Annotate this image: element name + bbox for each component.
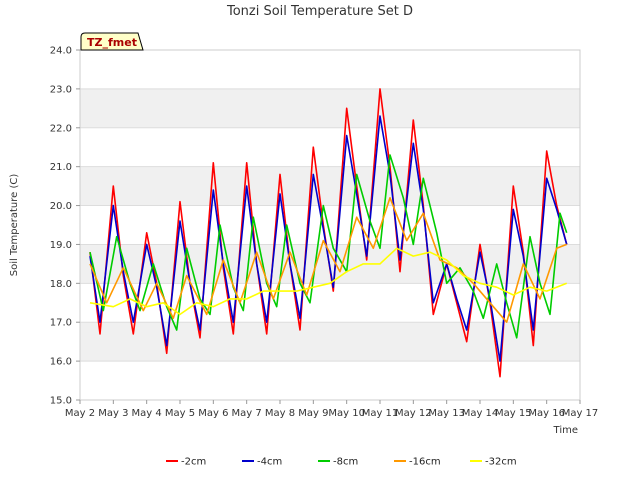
x-tick-label: May 8 <box>265 408 295 419</box>
x-tick-label: May 5 <box>165 408 195 419</box>
tz-fmet-badge: TZ_fmet <box>80 32 144 51</box>
x-tick-label: May 2 <box>65 408 95 419</box>
grid-band <box>80 88 580 128</box>
y-tick-label: 23.0 <box>50 84 72 95</box>
y-tick-label: 15.0 <box>50 396 72 407</box>
legend: -2cm -4cm -8cm -16cm -32cm <box>166 457 517 468</box>
x-tick-label: May 4 <box>132 408 162 419</box>
series-lines <box>89 88 568 378</box>
series-line--8cm <box>89 154 568 339</box>
x-tick-label: May 15 <box>495 408 532 419</box>
plot-bands <box>80 49 580 401</box>
y-tick-label: 17.0 <box>50 318 72 329</box>
legend-label: -4cm <box>257 457 282 468</box>
legend-label: -8cm <box>333 457 358 468</box>
x-tick-label: May 3 <box>98 408 128 419</box>
x-tick-label: May 6 <box>198 408 228 419</box>
legend-label: -32cm <box>485 457 517 468</box>
badge-label: TZ_fmet <box>87 36 137 49</box>
y-tick-label: 19.0 <box>50 240 72 251</box>
series-line--16cm <box>89 197 567 324</box>
y-axis-title: Soil Temperature (C) <box>9 174 20 277</box>
y-tick-label: 18.0 <box>50 279 72 290</box>
legend-label: -16cm <box>409 457 441 468</box>
x-tick-label: May 13 <box>428 408 465 419</box>
x-tick-label: May 14 <box>462 408 499 419</box>
series-line--32cm <box>89 247 567 316</box>
x-tick-label: May 17 <box>562 408 599 419</box>
y-tick-label: 24.0 <box>50 46 72 57</box>
y-axis-ticks: 15.0 16.0 17.0 18.0 19.0 20.0 21.0 22.0 23.0 24.0 <box>50 46 80 407</box>
legend-label: -2cm <box>181 457 206 468</box>
y-tick-label: 20.0 <box>50 201 72 212</box>
x-tick-label: May 11 <box>362 408 399 419</box>
x-axis-title: Time <box>553 425 578 436</box>
x-tick-label: May 9 <box>298 408 328 419</box>
chart-title: Tonzi Soil Temperature Set D <box>226 4 413 19</box>
badge-shape <box>80 32 144 51</box>
x-tick-label: May 10 <box>328 408 365 419</box>
grid-band <box>80 322 580 362</box>
x-tick-label: May 7 <box>232 408 262 419</box>
y-tick-label: 16.0 <box>50 357 72 368</box>
x-axis-ticks: May 2 May 3 May 4 May 5 May 6 May 7 May 8 May 9… <box>65 400 598 419</box>
series-line--4cm <box>89 115 568 362</box>
grid-band <box>80 166 580 206</box>
plot-frame <box>79 49 581 401</box>
y-tick-label: 21.0 <box>50 162 72 173</box>
x-tick-label: May 16 <box>528 408 565 419</box>
x-tick-label: May 12 <box>395 408 432 419</box>
y-tick-label: 22.0 <box>50 123 72 134</box>
